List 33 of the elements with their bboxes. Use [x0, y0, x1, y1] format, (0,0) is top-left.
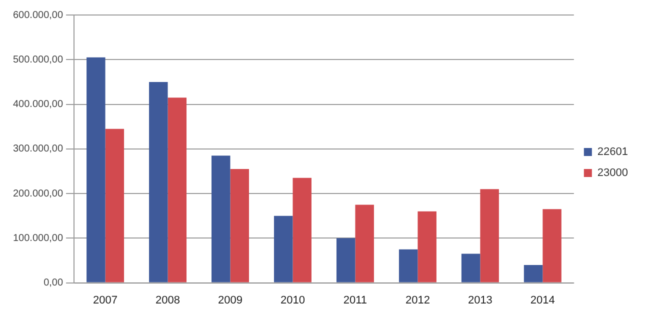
legend-label: 23000	[597, 167, 628, 180]
x-tick-label: 2011	[343, 294, 368, 306]
y-tick-label: 100.000,00	[12, 232, 64, 244]
y-tick-label: 400.000,00	[12, 99, 64, 110]
bar	[355, 204, 374, 282]
bar	[105, 128, 124, 282]
bar	[168, 98, 187, 282]
y-tick-label: 600.000,00	[12, 10, 64, 21]
bar	[212, 156, 230, 282]
x-tick-label: 2013	[468, 294, 492, 306]
bar	[480, 189, 499, 282]
bar	[230, 168, 249, 282]
bar	[398, 249, 418, 282]
bar	[292, 178, 312, 282]
x-tick-label: 2010	[280, 294, 305, 306]
y-tick-label: 200.000,00	[12, 188, 64, 200]
bar	[461, 254, 480, 282]
x-tick-label: 2007	[93, 294, 118, 306]
bar	[418, 211, 436, 282]
x-tick-label: 2009	[218, 294, 242, 306]
bar	[274, 216, 293, 282]
y-tick-label: 500.000,00	[12, 54, 64, 66]
bar	[86, 57, 106, 282]
x-tick-label: 2008	[156, 294, 180, 306]
y-tick-label: 0,00	[44, 278, 64, 289]
y-tick-label: 300.000,00	[12, 144, 64, 155]
bar	[149, 82, 168, 282]
bar	[336, 238, 356, 282]
x-tick-label: 2012	[405, 294, 430, 306]
bar	[542, 209, 562, 282]
x-tick-label: 2014	[530, 294, 555, 306]
legend-label: 22601	[597, 146, 628, 158]
bar	[524, 264, 543, 282]
